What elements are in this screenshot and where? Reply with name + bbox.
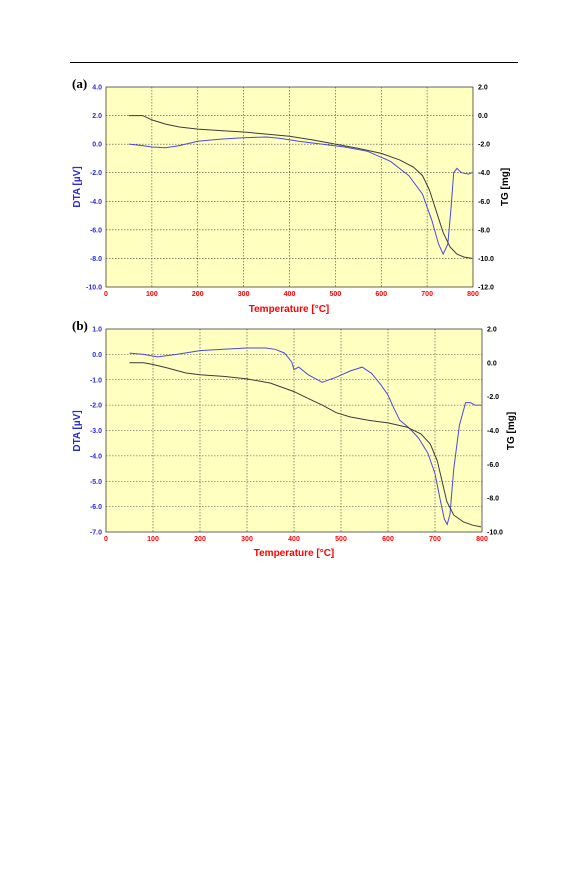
left-tick-label: -6.0 <box>90 227 102 234</box>
dta-curve <box>129 347 482 526</box>
dta-curve <box>128 136 473 256</box>
right-tick-label: 0.0 <box>478 113 488 120</box>
x-tick-label: 300 <box>238 291 250 298</box>
right-axis-title: TG [mg] <box>500 168 511 206</box>
right-tick-label: -4.0 <box>478 170 490 177</box>
left-tick-label: -1.0 <box>90 377 102 384</box>
right-tick-label: -6.0 <box>487 462 499 469</box>
right-tick-label: -10.0 <box>487 530 503 537</box>
right-tick-label: -2.0 <box>478 142 490 149</box>
x-axis-title: Temperature [°C] <box>249 304 330 315</box>
chart-a: (a) 0 100 200 300 400 500 600 700 800 4.0 2.0 0.0 -2… <box>72 76 511 315</box>
right-tick-label: 2.0 <box>487 327 497 334</box>
left-tick-label: 0.0 <box>92 142 102 149</box>
x-tick-label: 700 <box>429 536 441 543</box>
x-tick-label: 100 <box>147 536 159 543</box>
left-tick-label: -2.0 <box>90 170 102 177</box>
right-tick-label: 2.0 <box>478 85 488 92</box>
tg-curve <box>129 362 482 528</box>
left-tick-label: -7.0 <box>90 530 102 537</box>
left-tick-label: 0.0 <box>92 352 102 359</box>
left-tick-label: -10.0 <box>86 285 102 292</box>
panel-label: (a) <box>72 76 87 91</box>
left-tick-label: -4.0 <box>90 199 102 206</box>
x-tick-label: 800 <box>467 291 479 298</box>
x-tick-label: 500 <box>330 291 342 298</box>
series <box>129 347 482 528</box>
left-tick-label: -6.0 <box>90 504 102 511</box>
x-tick-label: 400 <box>284 291 296 298</box>
x-tick-label: 400 <box>288 536 300 543</box>
right-tick-label: -8.0 <box>478 227 490 234</box>
x-tick-label: 0 <box>104 291 108 298</box>
x-tick-label: 700 <box>421 291 433 298</box>
x-tick-label: 300 <box>241 536 253 543</box>
grid <box>106 329 482 532</box>
tg-curve <box>128 115 473 259</box>
panel-label: (b) <box>72 318 88 333</box>
left-tick-label: -3.0 <box>90 428 102 435</box>
x-tick-label: 200 <box>192 291 204 298</box>
right-tick-label: -4.0 <box>487 428 499 435</box>
right-tick-label: -10.0 <box>478 256 494 263</box>
x-tick-label: 100 <box>146 291 158 298</box>
left-axis-title: DTA [µV] <box>72 166 83 207</box>
chart-b: (b) 0 100 200 300 400 500 600 700 800 1.0 0.0 -1.0 -… <box>72 318 517 559</box>
x-tick-label: 0 <box>104 536 108 543</box>
x-tick-label: 500 <box>335 536 347 543</box>
right-tick-label: -8.0 <box>487 496 499 503</box>
right-axis-title: TG [mg] <box>506 412 517 450</box>
series <box>128 115 473 259</box>
x-tick-label: 600 <box>382 536 394 543</box>
left-tick-label: -2.0 <box>90 403 102 410</box>
x-tick-label: 200 <box>194 536 206 543</box>
left-tick-label: 2.0 <box>92 113 102 120</box>
ticks: 0 100 200 300 400 500 600 700 800 1.0 0.0 -1.0 -2.0 -… <box>90 327 503 544</box>
left-tick-label: -4.0 <box>90 453 102 460</box>
top-rule <box>70 62 518 63</box>
ticks: 0 100 200 300 400 500 600 700 800 4.0 2.0 0.0 -2.0 -4… <box>86 85 494 299</box>
right-tick-label: 0.0 <box>487 360 497 367</box>
right-tick-label: -2.0 <box>487 394 499 401</box>
x-axis-title: Temperature [°C] <box>254 548 335 559</box>
left-axis-title: DTA [µV] <box>72 410 83 451</box>
right-tick-label: -12.0 <box>478 285 494 292</box>
x-tick-label: 800 <box>476 536 488 543</box>
left-tick-label: -5.0 <box>90 479 102 486</box>
left-tick-label: 4.0 <box>92 85 102 92</box>
left-tick-label: -8.0 <box>90 256 102 263</box>
x-tick-label: 600 <box>375 291 387 298</box>
right-tick-label: -6.0 <box>478 199 490 206</box>
left-tick-label: 1.0 <box>92 327 102 334</box>
